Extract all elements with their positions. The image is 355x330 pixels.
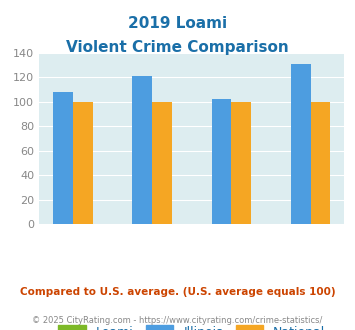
Bar <box>132 76 152 224</box>
Text: 2019 Loami: 2019 Loami <box>128 16 227 31</box>
Bar <box>291 64 311 224</box>
Bar <box>311 102 331 224</box>
Text: Compared to U.S. average. (U.S. average equals 100): Compared to U.S. average. (U.S. average … <box>20 287 335 297</box>
Text: Violent Crime Comparison: Violent Crime Comparison <box>66 40 289 55</box>
Legend: Loami, Illinois, National: Loami, Illinois, National <box>53 320 330 330</box>
Bar <box>73 102 93 224</box>
Text: © 2025 CityRating.com - https://www.cityrating.com/crime-statistics/: © 2025 CityRating.com - https://www.city… <box>32 315 323 325</box>
Bar <box>53 92 73 224</box>
Bar <box>152 102 172 224</box>
Bar <box>212 99 231 224</box>
Bar <box>231 102 251 224</box>
